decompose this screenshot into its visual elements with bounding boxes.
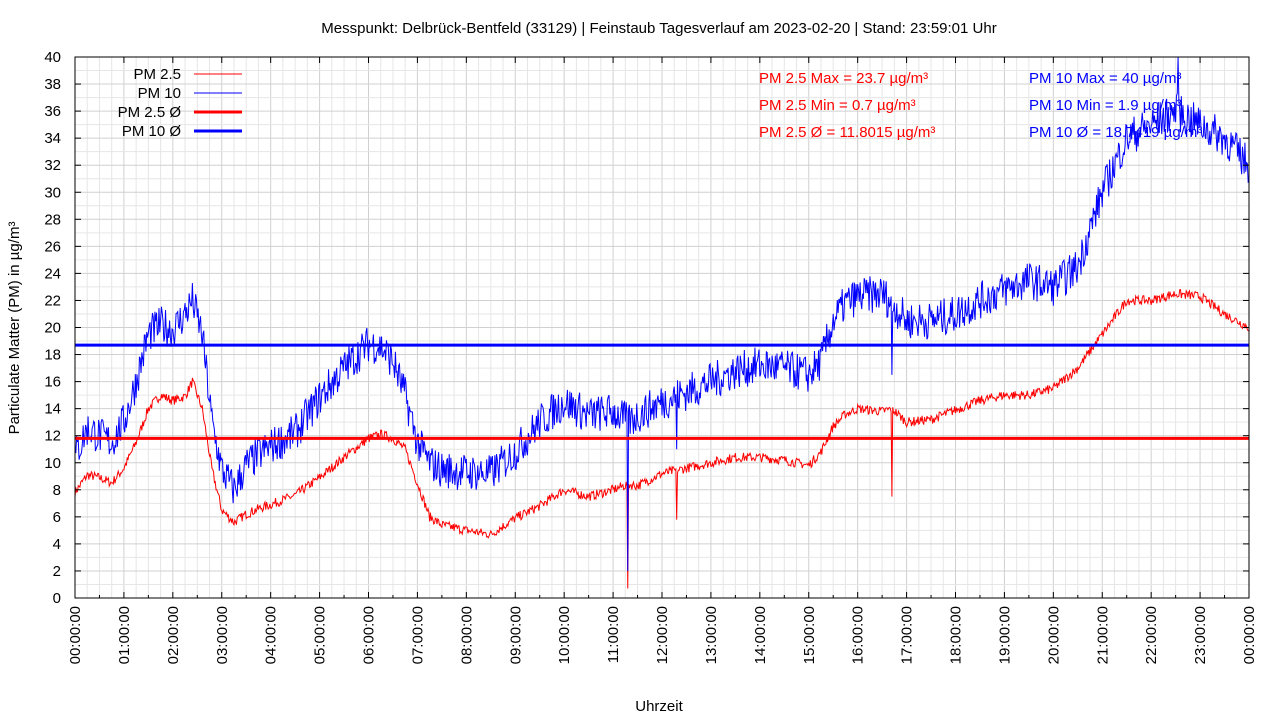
x-tick-label: 00:00:00 (67, 606, 84, 664)
annotation-pm10: PM 10 Min = 1.9 µg/m³ (1029, 97, 1181, 114)
y-tick-label: 8 (53, 482, 61, 499)
y-tick-label: 12 (44, 428, 61, 445)
x-tick-label: 04:00:00 (263, 606, 280, 664)
data-lines (74, 56, 1250, 589)
annotation-pm25: PM 2.5 Max = 23.7 µg/m³ (759, 70, 928, 87)
x-tick-label: 18:00:00 (948, 606, 965, 664)
x-tick-label: 10:00:00 (556, 606, 573, 664)
average-lines (75, 343, 1249, 440)
y-tick-label: 30 (44, 184, 61, 201)
y-tick-label: 40 (44, 49, 61, 66)
x-tick-label: 23:00:00 (1192, 606, 1209, 664)
y-tick-label: 22 (44, 292, 61, 309)
legend-label: PM 10 Ø (122, 123, 182, 140)
y-tick-label: 36 (44, 103, 61, 120)
x-tick-label: 05:00:00 (312, 606, 329, 664)
x-tick-label: 13:00:00 (703, 606, 720, 664)
y-tick-label: 14 (44, 401, 61, 418)
y-tick-label: 0 (53, 590, 61, 607)
x-tick-label: 07:00:00 (409, 606, 426, 664)
x-tick-label: 00:00:00 (1241, 606, 1258, 664)
y-axis-label: Particulate Matter (PM) in µg/m³ (6, 222, 23, 435)
stats-annotations: PM 2.5 Max = 23.7 µg/m³ PM 2.5 Min = 0.7 … (759, 70, 1202, 141)
annotation-pm25: PM 2.5 Min = 0.7 µg/m³ (759, 97, 916, 114)
x-tick-label: 09:00:00 (507, 606, 524, 664)
legend: PM 2.5 PM 10 PM 2.5 Ø PM 10 Ø (118, 66, 242, 140)
annotation-pm25: PM 2.5 Ø = 11.8015 µg/m³ (759, 124, 935, 141)
x-tick-label: 01:00:00 (116, 606, 133, 664)
x-tick-label: 21:00:00 (1094, 606, 1111, 664)
x-tick-label: 19:00:00 (996, 606, 1013, 664)
x-tick-label: 16:00:00 (850, 606, 867, 664)
y-tick-label: 38 (44, 76, 61, 93)
y-tick-label: 4 (53, 536, 61, 553)
legend-label: PM 10 (138, 85, 181, 102)
x-tick-label: 06:00:00 (361, 606, 378, 664)
annotation-pm10: PM 10 Max = 40 µg/m³ (1029, 70, 1181, 87)
y-tick-label: 6 (53, 509, 61, 526)
x-tick-label: 20:00:00 (1045, 606, 1062, 664)
x-tick-label: 03:00:00 (214, 606, 231, 664)
x-tick-label: 22:00:00 (1143, 606, 1160, 664)
series-line-pm10 (74, 56, 1250, 571)
y-tick-label: 28 (44, 211, 61, 228)
chart-title: Messpunkt: Delbrück-Bentfeld (33129) | F… (321, 20, 996, 37)
x-tick-label: 11:00:00 (605, 606, 622, 663)
y-tick-label: 2 (53, 563, 61, 580)
x-axis-label: Uhrzeit (635, 698, 683, 715)
x-tick-label: 02:00:00 (165, 606, 182, 664)
y-tick-label: 16 (44, 374, 61, 391)
y-tick-label: 26 (44, 238, 61, 255)
y-tick-label: 34 (44, 130, 61, 147)
y-tick-label: 18 (44, 347, 61, 364)
annotation-pm10: PM 10 Ø = 18.7419 µg/m³ (1029, 124, 1202, 141)
x-tick-label: 12:00:00 (654, 606, 671, 664)
y-tick-label: 20 (44, 320, 61, 337)
legend-label: PM 2.5 Ø (118, 104, 182, 121)
x-tick-label: 15:00:00 (801, 606, 818, 664)
y-tick-label: 24 (44, 265, 61, 282)
series-line-pm25 (74, 289, 1250, 589)
x-tick-label: 08:00:00 (458, 606, 475, 664)
x-axis: 00:00:00 01:00:00 02:00:00 03:00:00 04:00:00… (67, 57, 1258, 664)
x-tick-label: 14:00:00 (752, 606, 769, 664)
x-tick-label: 17:00:00 (899, 606, 916, 664)
y-tick-label: 32 (44, 157, 61, 174)
y-tick-label: 10 (44, 455, 61, 472)
legend-label: PM 2.5 (133, 66, 181, 83)
